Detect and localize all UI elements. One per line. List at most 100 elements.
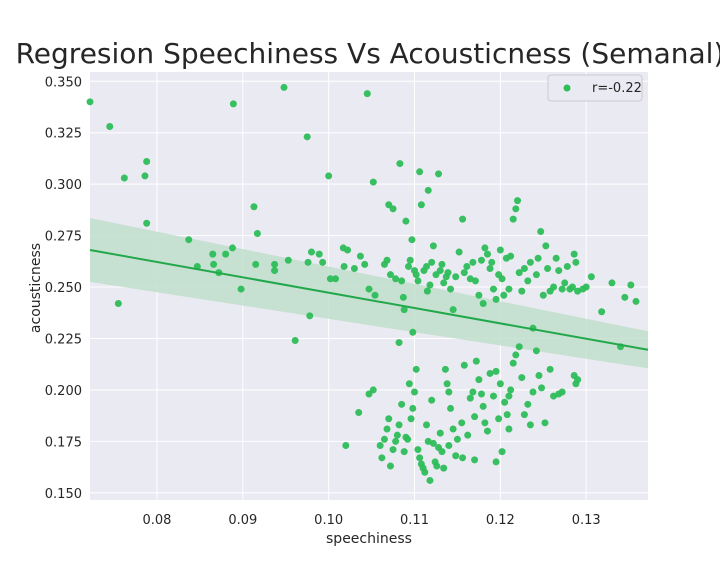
data-point [369,178,377,186]
data-point [440,279,448,287]
data-point [271,267,279,275]
data-point [210,260,218,268]
data-point [558,388,566,396]
y-axis-ticks: 0.150 0.175 0.200 0.225 0.250 0.275 0.300 0.325… [45,75,82,502]
data-point [395,339,403,347]
data-point [555,267,563,275]
data-point [526,258,534,266]
data-point [303,133,311,141]
data-point [378,454,386,462]
data-point [438,260,446,268]
data-point [319,258,327,266]
data-point [444,269,452,277]
data-point [459,454,467,462]
data-point [428,396,436,404]
x-tick-label: 0.09 [228,513,257,528]
data-point [280,83,288,91]
data-point [570,250,578,258]
data-point [475,376,483,384]
data-point [539,291,547,299]
data-point [369,386,377,394]
data-point [503,411,511,419]
data-point [495,415,503,423]
data-point [471,413,479,421]
regression-fit [89,249,649,351]
data-point [441,365,449,373]
data-point [417,201,425,209]
data-point [498,275,506,283]
data-point [479,402,487,410]
data-point [445,388,453,396]
data-point [512,205,520,213]
data-point [496,246,504,254]
data-point [558,285,566,293]
data-point [492,367,500,375]
x-tick-label: 0.13 [572,513,601,528]
x-tick-label: 0.08 [142,513,171,528]
data-point [500,291,508,299]
data-point [460,269,468,277]
data-point [409,328,417,336]
data-point [222,250,230,258]
data-point [114,299,122,307]
data-point [389,205,397,213]
data-point [469,388,477,396]
data-point [399,293,407,301]
data-point [416,454,424,462]
data-point [106,123,114,131]
data-point [534,254,542,262]
data-point [86,98,94,106]
data-point [414,277,422,285]
data-point [563,262,571,270]
chart-title: Regresion Speechiness Vs Acousticness (S… [16,37,720,70]
data-point [304,258,312,266]
data-point [209,250,217,258]
data-point [486,369,494,377]
data-point [514,197,522,205]
data-point [460,361,468,369]
data-point [550,283,558,291]
data-point [344,246,352,254]
data-point [459,215,467,223]
data-point [402,217,410,225]
data-point [515,343,523,351]
data-point [185,236,193,244]
data-point [250,203,258,211]
data-point [524,400,532,408]
data-point [423,421,431,429]
data-point [340,262,348,270]
data-point [400,448,408,456]
data-point [284,256,292,264]
data-point [433,462,441,470]
data-point [326,275,334,283]
data-point [537,227,545,235]
data-point [445,441,453,449]
legend: r=-0.22 [547,74,643,102]
data-point [393,431,401,439]
y-tick-label: 0.175 [45,435,82,450]
data-point [398,400,406,408]
data-point [395,421,403,429]
data-point [632,297,640,305]
data-point [383,256,391,264]
data-point [492,295,500,303]
data-point [512,351,520,359]
data-point [252,260,260,268]
data-point [526,421,534,429]
data-point [532,347,540,355]
data-point [492,458,500,466]
y-tick-label: 0.200 [45,384,82,399]
data-point [477,390,485,398]
data-point [120,174,128,182]
data-point [458,419,466,427]
data-point [501,398,509,406]
data-point [466,394,474,402]
data-point [428,258,436,266]
data-point [469,258,477,266]
data-point [568,283,576,291]
data-point [443,380,451,388]
data-point [449,306,457,314]
data-point [479,299,487,307]
data-point [410,388,418,396]
data-point [475,291,483,299]
